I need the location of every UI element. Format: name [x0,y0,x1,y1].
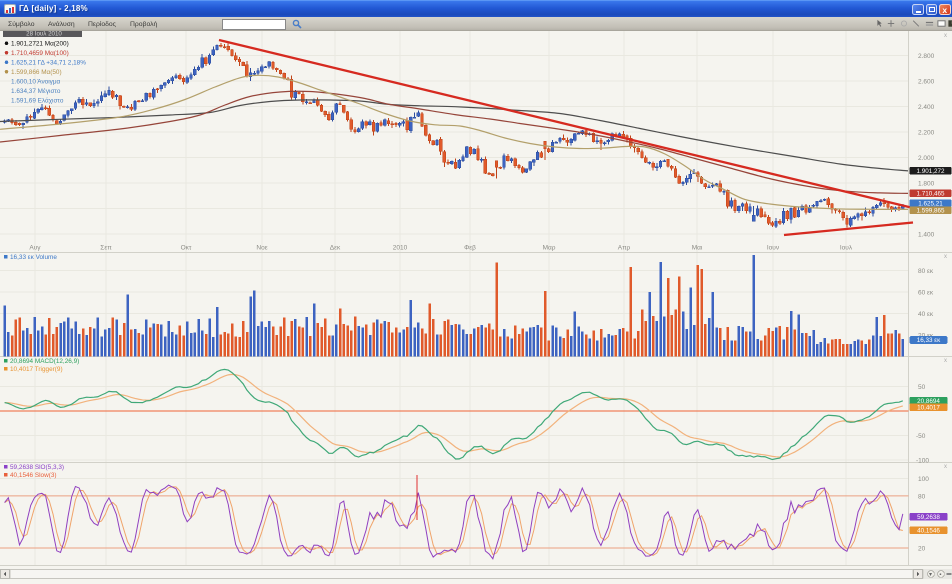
svg-text:10,4017 Trigger(9): 10,4017 Trigger(9) [10,366,63,373]
svg-text:Αυγ: Αυγ [29,245,41,252]
svg-text:80 εκ: 80 εκ [918,268,934,275]
svg-text:20 εκ: 20 εκ [918,332,934,339]
svg-text:20,8694: 20,8694 [917,398,940,405]
svg-text:1.901,272: 1.901,272 [916,168,945,175]
svg-text:1.599,865: 1.599,865 [916,208,945,215]
svg-text:Οκτ: Οκτ [181,245,192,252]
svg-text:20: 20 [918,545,926,552]
svg-text:▪: ▪ [939,572,941,578]
svg-text:Ιουν: Ιουν [767,245,779,252]
svg-text:-50: -50 [916,433,926,440]
svg-text:x: x [944,464,947,470]
svg-text:1.625,21 ΓΔ +34,71 2,18%: 1.625,21 ΓΔ +34,71 2,18% [11,60,86,67]
svg-text:59,2638: 59,2638 [917,514,940,521]
svg-text:▾: ▾ [929,572,932,578]
svg-text:16,33 εκ Volume: 16,33 εκ Volume [10,254,57,261]
svg-text:60 εκ: 60 εκ [918,289,934,296]
svg-text:2.400: 2.400 [918,104,935,111]
svg-text:40,1546 Slow(3): 40,1546 Slow(3) [10,472,57,479]
svg-text:2.800: 2.800 [918,53,935,60]
svg-text:28 Ιουλ 2010: 28 Ιουλ 2010 [26,31,62,38]
svg-text:Δεκ: Δεκ [330,245,341,252]
svg-text:1.710,4659 Μα(100): 1.710,4659 Μα(100) [11,50,69,57]
svg-text:x: x [944,358,947,364]
svg-text:-100: -100 [916,457,929,464]
svg-text:100: 100 [918,476,929,483]
svg-text:1.600,10 Άνοιγμα: 1.600,10 Άνοιγμα [11,79,60,86]
svg-text:Φεβ: Φεβ [464,245,476,252]
svg-text:1.599,866 Μα(50): 1.599,866 Μα(50) [11,69,62,76]
svg-text:80: 80 [918,493,926,500]
svg-text:1.625,21: 1.625,21 [918,200,943,207]
svg-text:16,33 εκ: 16,33 εκ [917,337,941,344]
svg-text:2010: 2010 [393,245,408,252]
svg-text:Μαι: Μαι [692,245,703,252]
svg-text:10,4017: 10,4017 [917,405,940,412]
svg-text:1.591,69 Ελάχιστο: 1.591,69 Ελάχιστο [11,97,64,105]
svg-text:1.634,37 Μέγιστο: 1.634,37 Μέγιστο [11,87,61,95]
svg-text:Ιουλ: Ιουλ [840,245,853,252]
svg-text:x: x [944,33,947,39]
svg-text:Νοε: Νοε [256,245,267,252]
svg-text:Σεπ: Σεπ [100,245,112,252]
svg-text:Μαρ: Μαρ [543,245,556,252]
svg-text:x: x [944,254,947,260]
svg-text:50: 50 [918,384,926,391]
svg-text:2.600: 2.600 [918,78,935,85]
svg-text:2.200: 2.200 [918,129,935,136]
svg-text:20,8694 MACD(12,26,9): 20,8694 MACD(12,26,9) [10,358,79,365]
svg-text:40 εκ: 40 εκ [918,311,934,318]
svg-text:59,2638 SlO(5,3,3): 59,2638 SlO(5,3,3) [10,464,64,471]
svg-text:1.400: 1.400 [918,231,935,238]
svg-text:1.901,2721 Μα(200): 1.901,2721 Μα(200) [11,41,69,48]
svg-text:1.710,465: 1.710,465 [916,191,945,198]
svg-text:Απρ: Απρ [618,245,631,252]
svg-text:40,1546: 40,1546 [917,527,940,534]
svg-text:2.000: 2.000 [918,155,935,162]
svg-text:1.800: 1.800 [918,180,935,187]
